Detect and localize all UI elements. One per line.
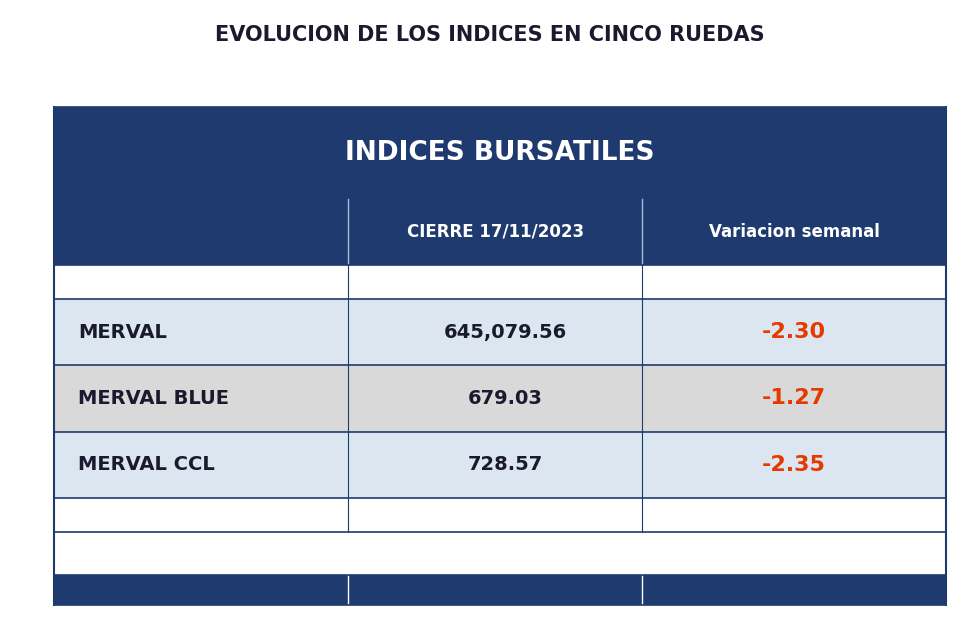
Text: MERVAL BLUE: MERVAL BLUE	[78, 389, 229, 408]
Text: 679.03: 679.03	[467, 389, 543, 408]
Bar	[54, 299, 946, 365]
Text: -2.30: -2.30	[762, 323, 826, 342]
Bar	[54, 365, 946, 432]
Text: -2.35: -2.35	[762, 455, 826, 474]
Bar	[54, 575, 946, 605]
Bar	[54, 198, 946, 265]
Text: 728.57: 728.57	[467, 455, 543, 474]
Text: CIERRE 17/11/2023: CIERRE 17/11/2023	[407, 222, 584, 241]
Text: EVOLUCION DE LOS INDICES EN CINCO RUEDAS: EVOLUCION DE LOS INDICES EN CINCO RUEDAS	[216, 25, 764, 45]
Bar	[54, 265, 946, 299]
Bar	[54, 432, 946, 498]
Text: MERVAL: MERVAL	[78, 323, 168, 342]
Text: INDICES BURSATILES: INDICES BURSATILES	[345, 140, 655, 166]
Text: MERVAL CCL: MERVAL CCL	[78, 455, 216, 474]
Text: 645,079.56: 645,079.56	[444, 323, 566, 342]
Text: -1.27: -1.27	[762, 389, 826, 408]
Bar	[54, 498, 946, 532]
Bar	[54, 107, 946, 198]
Text: Variacion semanal: Variacion semanal	[709, 222, 879, 241]
